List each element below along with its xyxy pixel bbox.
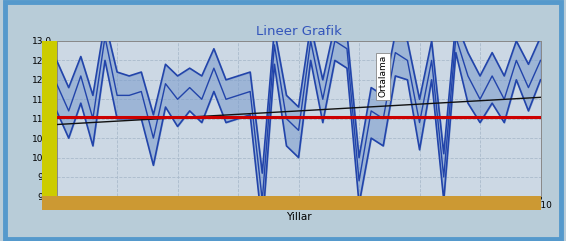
Title: Lineer Grafik: Lineer Grafik [256, 25, 341, 38]
Text: Ortalama: Ortalama [379, 55, 388, 97]
X-axis label: Yillar: Yillar [286, 212, 311, 222]
